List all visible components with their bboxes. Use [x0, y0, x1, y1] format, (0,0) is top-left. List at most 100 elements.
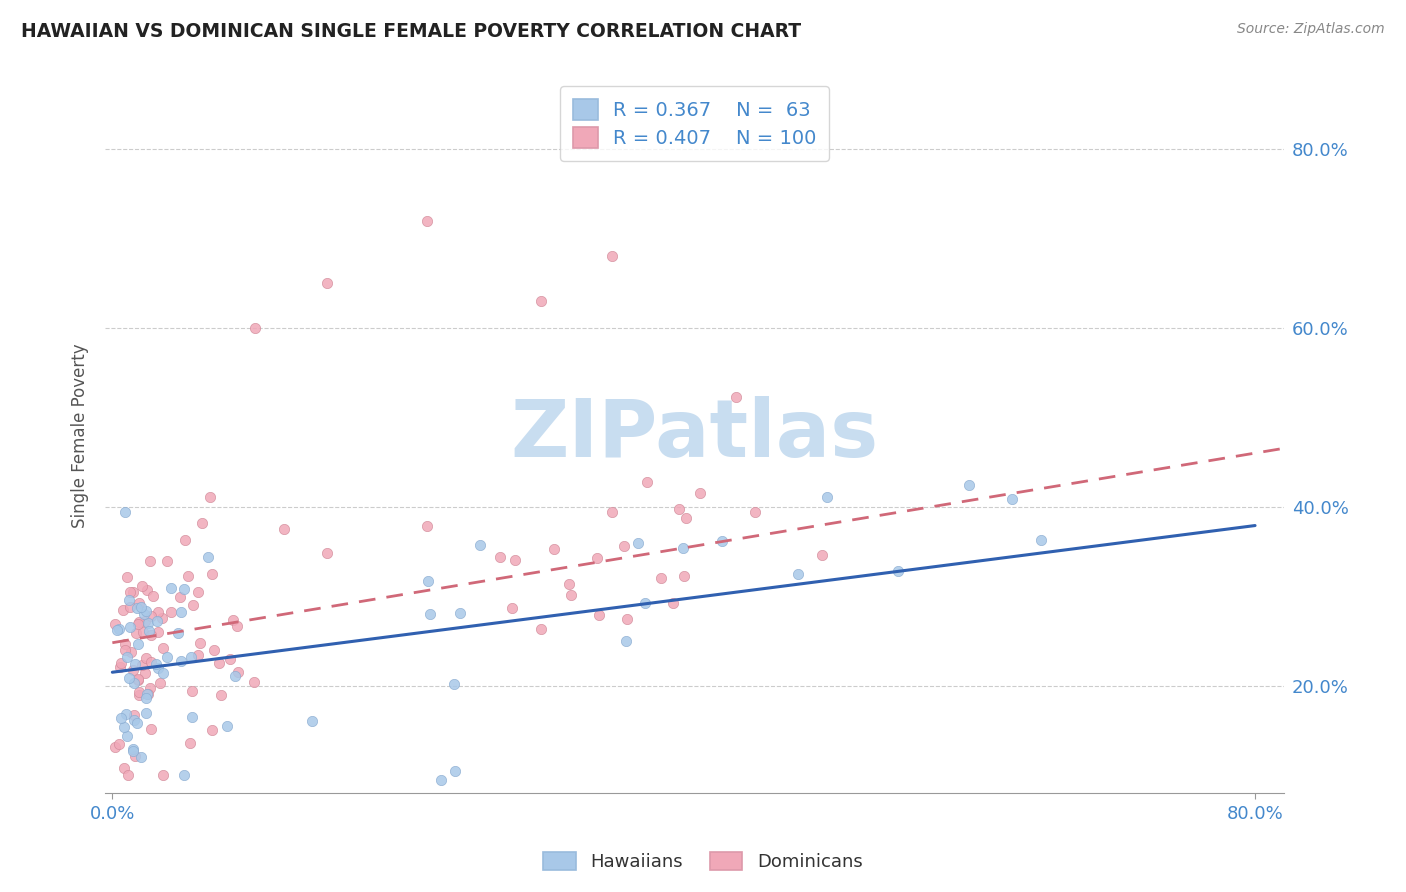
Point: [558, 576, 581, 591]
Point: [117, 768, 139, 782]
Point: [146, 605, 169, 619]
Point: [127, 715, 149, 730]
Point: [186, 585, 208, 599]
Point: [122, 676, 145, 690]
Point: [180, 683, 202, 698]
Point: [135, 706, 157, 720]
Point: [136, 687, 159, 701]
Point: [121, 585, 143, 599]
Point: [129, 600, 152, 615]
Point: [419, 607, 441, 621]
Point: [169, 654, 191, 668]
Point: [650, 571, 672, 585]
Point: [315, 276, 337, 290]
Point: [530, 293, 553, 308]
Point: [675, 510, 697, 524]
Point: [201, 567, 224, 582]
Point: [588, 608, 610, 623]
Point: [191, 516, 214, 530]
Point: [672, 568, 695, 582]
Point: [127, 673, 149, 687]
Point: [415, 213, 437, 227]
Point: [710, 534, 733, 549]
Point: [115, 649, 138, 664]
Point: [787, 566, 810, 581]
Point: [215, 719, 238, 733]
Point: [115, 707, 138, 722]
Point: [124, 749, 146, 764]
Point: [600, 249, 623, 263]
Point: [543, 541, 565, 556]
Point: [150, 610, 173, 624]
Point: [174, 533, 197, 548]
Point: [188, 636, 211, 650]
Point: [122, 707, 145, 722]
Point: [128, 596, 150, 610]
Point: [136, 582, 159, 597]
Point: [148, 625, 170, 640]
Point: [152, 768, 174, 782]
Point: [152, 665, 174, 680]
Point: [127, 601, 149, 615]
Point: [243, 675, 266, 690]
Point: [173, 768, 195, 782]
Point: [815, 490, 838, 504]
Point: [430, 772, 453, 787]
Point: [114, 637, 136, 651]
Point: [128, 615, 150, 630]
Point: [127, 637, 149, 651]
Point: [616, 612, 638, 626]
Point: [200, 723, 222, 738]
Point: [449, 606, 471, 620]
Point: [197, 550, 219, 565]
Point: [115, 729, 138, 743]
Point: [503, 553, 526, 567]
Point: [744, 505, 766, 519]
Point: [169, 591, 191, 605]
Point: [202, 643, 225, 657]
Point: [218, 652, 240, 666]
Point: [139, 681, 162, 696]
Point: [104, 617, 127, 632]
Point: [156, 649, 179, 664]
Point: [160, 581, 183, 595]
Point: [560, 588, 582, 602]
Point: [633, 595, 655, 609]
Point: [139, 554, 162, 568]
Point: [245, 321, 267, 335]
Point: [134, 614, 156, 628]
Point: [127, 673, 149, 687]
Point: [887, 564, 910, 578]
Point: [121, 744, 143, 758]
Point: [668, 502, 690, 516]
Point: [145, 657, 167, 671]
Point: [152, 640, 174, 655]
Point: [135, 690, 157, 705]
Point: [114, 643, 136, 657]
Point: [139, 608, 162, 623]
Point: [125, 625, 148, 640]
Point: [226, 619, 249, 633]
Point: [208, 656, 231, 670]
Point: [179, 736, 201, 750]
Point: [181, 710, 204, 724]
Point: [1029, 533, 1052, 547]
Point: [810, 548, 832, 562]
Point: [1001, 492, 1024, 507]
Point: [131, 578, 153, 592]
Point: [117, 570, 139, 584]
Point: [662, 596, 685, 610]
Point: [957, 478, 980, 492]
Point: [131, 657, 153, 672]
Point: [105, 624, 128, 638]
Point: [142, 589, 165, 603]
Point: [127, 616, 149, 631]
Point: [135, 650, 157, 665]
Point: [141, 722, 163, 736]
Point: [128, 685, 150, 699]
Point: [132, 607, 155, 621]
Point: [118, 671, 141, 685]
Point: [170, 605, 193, 619]
Point: [636, 475, 658, 490]
Point: [626, 536, 648, 550]
